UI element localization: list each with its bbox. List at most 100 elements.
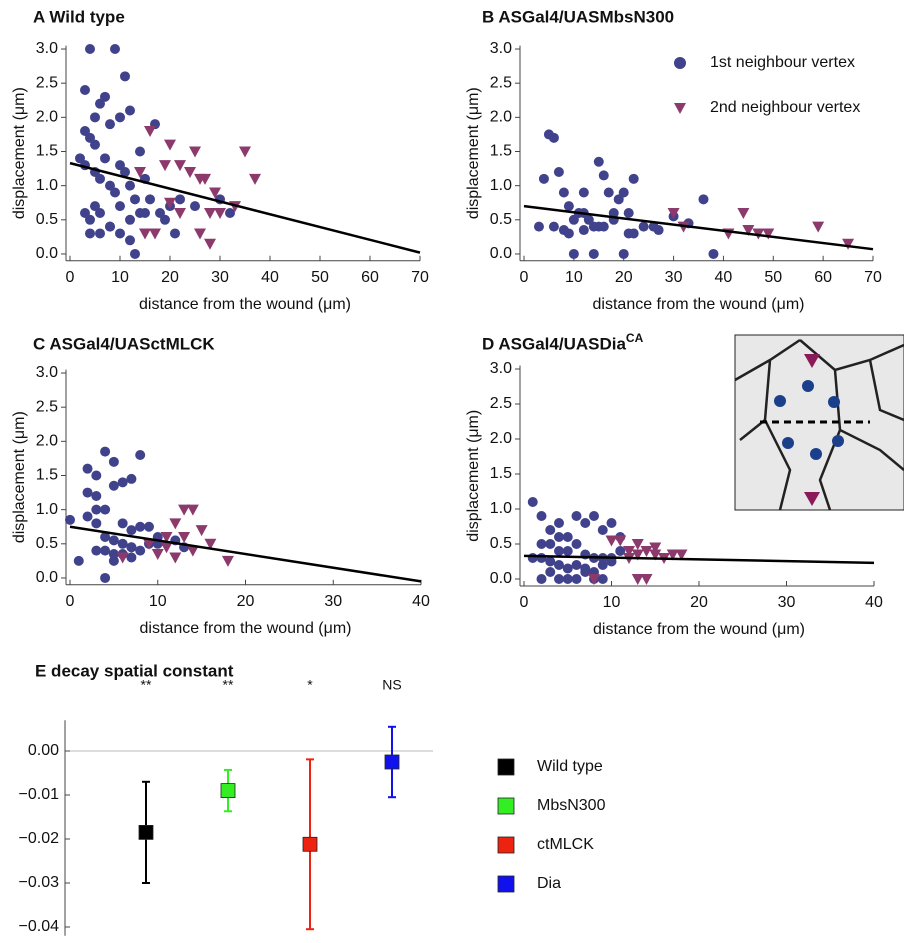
y-tick-label: 0.0 <box>36 245 58 262</box>
point-circle <box>536 511 547 521</box>
point-triangle <box>204 538 217 550</box>
y-tick-label: 3.0 <box>490 360 512 377</box>
panel-title: C ASGal4/UASctMLCK <box>33 334 215 353</box>
point-circle <box>125 105 135 116</box>
inset-triangle <box>804 354 820 368</box>
point-triangle <box>184 166 196 178</box>
point-circle <box>170 228 180 239</box>
point-circle <box>140 207 150 218</box>
point-circle <box>75 153 85 164</box>
point-triangle <box>742 225 755 237</box>
y-tick-label: 2.0 <box>36 433 58 450</box>
legend-label: 1st neighbour vertex <box>710 54 855 71</box>
point-circle <box>120 166 130 177</box>
point-circle <box>571 511 582 521</box>
point-triangle <box>149 228 161 240</box>
point-circle <box>117 538 128 549</box>
point-circle <box>563 201 574 212</box>
y-tick-label: 0.5 <box>36 535 58 552</box>
legend-label: MbsN300 <box>537 797 606 814</box>
point-circle <box>90 112 100 123</box>
y-axis-label: displacement (μm) <box>11 411 28 543</box>
point-circle <box>708 248 719 259</box>
y-tick-label: 2.5 <box>490 74 512 91</box>
point-circle <box>160 214 170 225</box>
point-circle <box>562 563 573 574</box>
point-circle <box>562 574 573 584</box>
y-axis-label: displacement (μm) <box>11 87 28 219</box>
x-tick-label: 10 <box>603 594 621 611</box>
point-triangle <box>204 207 216 219</box>
legend-label: 2nd neighbour vertex <box>710 99 860 116</box>
legend-swatch <box>497 797 515 815</box>
point-circle <box>108 549 119 560</box>
point-triangle <box>675 549 688 561</box>
legend-marker <box>674 103 686 114</box>
point-circle <box>100 91 110 102</box>
point-circle <box>115 112 125 123</box>
significance-label: ** <box>141 677 152 693</box>
x-tick-label: 30 <box>211 269 229 286</box>
point-circle <box>606 518 617 528</box>
point-circle <box>628 228 639 239</box>
x-tick-label: 20 <box>690 594 708 611</box>
point-triangle <box>812 221 825 233</box>
point-circle <box>545 556 556 567</box>
point-triangle <box>186 545 199 557</box>
point-circle <box>593 156 604 167</box>
panel-title: E decay spatial constant <box>35 661 234 680</box>
x-tick-label: 40 <box>715 269 733 286</box>
point-circle <box>562 546 573 556</box>
significance-label: NS <box>382 677 401 693</box>
x-tick-label: 60 <box>361 269 379 286</box>
point-circle <box>615 546 626 556</box>
point-circle <box>135 449 146 460</box>
inset-image <box>734 334 904 511</box>
point-circle <box>536 574 547 584</box>
point-circle <box>110 187 120 198</box>
y-tick-label: 1.0 <box>490 500 512 517</box>
point-circle <box>598 170 609 181</box>
point-circle <box>82 511 93 522</box>
point-circle <box>115 228 125 239</box>
point-circle <box>126 542 137 553</box>
point-circle <box>155 207 165 218</box>
point-circle <box>558 187 569 198</box>
point-circle <box>85 214 95 225</box>
significance-label: * <box>307 677 313 693</box>
fit-line <box>69 525 422 583</box>
point-triangle <box>116 552 129 564</box>
point-triangle <box>631 539 644 550</box>
point-triangle <box>174 160 186 172</box>
point-circle <box>536 553 547 563</box>
point-circle <box>225 207 235 218</box>
point-triangle <box>209 187 221 199</box>
point-circle <box>548 132 559 143</box>
point-triangle <box>169 518 182 530</box>
y-tick-label: 2.0 <box>36 109 58 126</box>
point-triangle <box>195 525 208 537</box>
y-tick-label: 0.0 <box>490 570 512 587</box>
point-triangle <box>649 542 662 554</box>
x-tick-label: 20 <box>237 593 255 610</box>
point-circle <box>145 194 155 205</box>
y-tick-label: 0.0 <box>36 569 58 586</box>
point-circle <box>554 518 564 528</box>
x-tick-label: 70 <box>411 269 429 286</box>
fit-line <box>69 161 421 254</box>
x-tick-label: 60 <box>814 269 832 286</box>
point-circle <box>589 511 599 521</box>
x-tick-label: 40 <box>261 269 279 286</box>
significance-label: ** <box>223 677 234 693</box>
x-axis-label: distance from the wound (μm) <box>139 296 351 313</box>
point-triangle <box>588 574 600 585</box>
point-triangle <box>649 549 662 561</box>
point-triangle <box>178 504 191 516</box>
point-circle <box>95 228 105 239</box>
point-circle <box>603 187 614 198</box>
point-circle <box>698 194 709 205</box>
point-circle <box>105 221 115 232</box>
point-triangle <box>640 546 653 557</box>
y-tick-label: 0.5 <box>36 211 58 228</box>
point-circle <box>108 456 119 467</box>
